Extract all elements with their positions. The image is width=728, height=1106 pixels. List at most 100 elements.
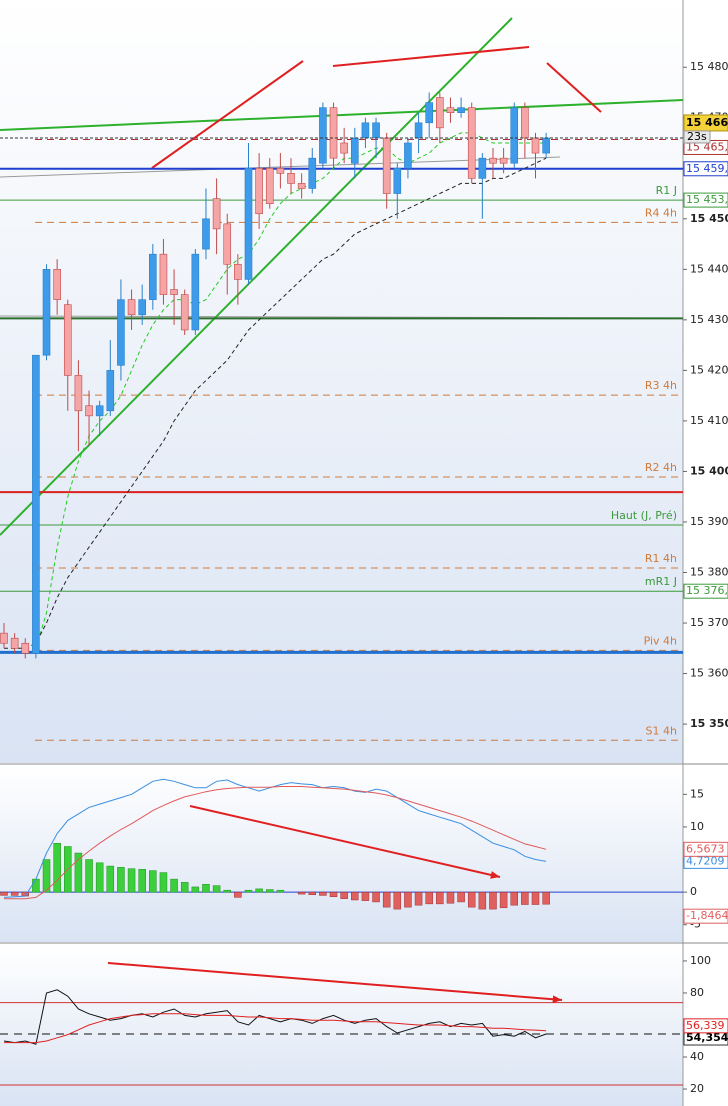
arrow-head — [490, 871, 500, 879]
candle-body — [372, 122, 380, 139]
histogram-bar — [436, 891, 444, 905]
y-tick-label: 15 430 — [690, 313, 728, 326]
candle-body — [297, 183, 306, 189]
level-label: mR1 J — [645, 575, 677, 588]
candle-body — [202, 218, 210, 250]
trend-line — [546, 62, 602, 113]
candle-body — [499, 157, 508, 164]
level-label: Haut (J, Pré) — [611, 509, 677, 522]
line-series — [4, 1013, 547, 1044]
histogram-bar — [382, 891, 391, 908]
level-label: R2 4h — [645, 461, 677, 474]
histogram-bar — [521, 891, 529, 905]
candle-body — [457, 107, 465, 113]
candle-body — [489, 157, 497, 164]
histogram-bar — [255, 888, 263, 893]
countdown-box — [683, 130, 711, 144]
candle-body — [10, 637, 19, 649]
y-tick-label: 15 360 — [690, 667, 728, 680]
y-tick-label: 15 410 — [690, 414, 728, 427]
trend-line — [332, 46, 530, 67]
histogram-bar — [489, 891, 497, 910]
candle-body — [510, 107, 519, 164]
histogram-bar — [531, 891, 540, 905]
histogram-bar — [414, 891, 423, 906]
candle-body — [212, 198, 221, 230]
line-series — [4, 157, 547, 649]
candle-body — [106, 370, 115, 412]
histogram-bar — [53, 842, 61, 893]
histogram-bar — [393, 891, 402, 910]
candle-body — [244, 167, 253, 280]
candle-body — [234, 263, 242, 280]
y-tick-label: 10 — [690, 820, 704, 833]
histogram-bar — [425, 891, 433, 905]
y-tick-label: 100 — [690, 954, 711, 967]
trend-line — [0, 99, 684, 131]
candle-body — [319, 107, 327, 164]
price-box-label: 54,354 — [686, 1031, 728, 1044]
rsi-panel-bg — [0, 944, 683, 1106]
histogram-bar — [351, 891, 359, 901]
trend-line — [151, 60, 304, 169]
price-box — [683, 192, 728, 208]
candle-body — [255, 167, 263, 215]
candle-body — [414, 122, 423, 139]
candle-body — [521, 107, 529, 139]
histogram-bar — [266, 889, 274, 893]
y-tick-label: 15 390 — [690, 515, 728, 528]
y-tick-label: 15 420 — [690, 363, 728, 376]
price-box-label: 15 459,9 — [686, 162, 728, 175]
level-label: S1 4h — [646, 724, 677, 737]
level-label: Piv 4h — [644, 634, 677, 647]
histogram-bar — [404, 891, 412, 908]
histogram-bar — [244, 889, 253, 893]
candle-body — [436, 97, 444, 129]
candle-body — [95, 405, 104, 417]
candle-body — [53, 269, 61, 300]
histogram-bar — [467, 891, 476, 908]
y-tick-label: 15 440 — [690, 262, 728, 275]
candle-body — [149, 253, 157, 300]
y-tick-label: 15 350 — [690, 717, 728, 730]
price-box-label: -1,8464 — [686, 909, 728, 922]
y-tick-label: 15 370 — [690, 616, 728, 629]
histogram-bar — [10, 891, 19, 896]
histogram-bar — [95, 862, 104, 893]
line-series — [3, 778, 547, 898]
candle-body — [467, 107, 476, 179]
histogram-bar — [542, 891, 550, 905]
histogram-bar — [138, 869, 146, 893]
candle-body — [180, 294, 189, 331]
price-box-label: 15 453,7 — [686, 193, 728, 206]
histogram-bar — [372, 891, 380, 903]
candle-body — [393, 167, 402, 194]
candle-body — [308, 157, 317, 189]
countdown-label: 23s — [687, 130, 707, 143]
histogram-bar — [223, 889, 231, 893]
histogram-bar — [510, 891, 518, 906]
candle-body — [0, 632, 8, 644]
histogram-bar — [234, 891, 242, 898]
y-tick-label: -5 — [690, 918, 701, 931]
price-box-label: 15 465,7 — [686, 140, 728, 153]
y-tick-label: 15 480 — [690, 60, 728, 73]
candle-body — [85, 405, 93, 417]
candle-body — [425, 102, 434, 124]
last-price-label: 15 466 — [686, 116, 728, 129]
level-label: R3 4h — [645, 379, 677, 392]
candle-body — [74, 375, 83, 412]
annotation-arrow — [189, 805, 501, 878]
histogram-bar — [478, 891, 487, 910]
histogram-bar — [202, 884, 210, 893]
candle-body — [42, 269, 51, 356]
y-tick-label: 15 — [690, 787, 704, 800]
histogram-bar — [446, 891, 455, 904]
candle-body — [287, 173, 295, 184]
candle-body — [276, 167, 285, 174]
line-series — [4, 786, 547, 900]
candle-body — [265, 167, 274, 204]
price-box-label: 6,5673 — [686, 842, 725, 855]
price-box — [683, 583, 728, 599]
candle-body — [138, 299, 146, 316]
